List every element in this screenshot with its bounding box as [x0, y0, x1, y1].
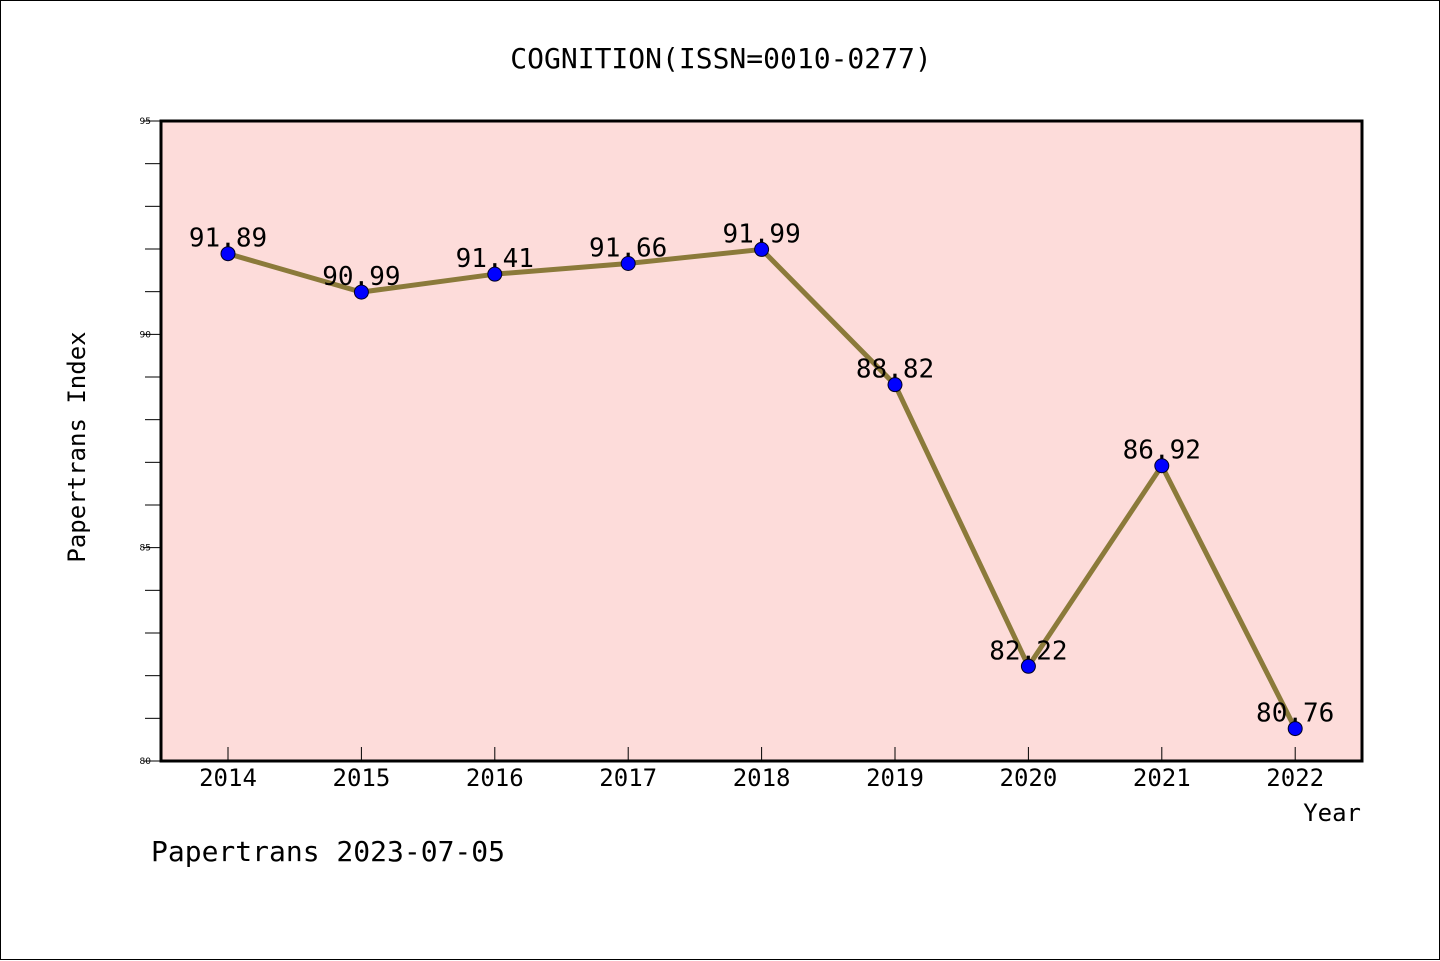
data-label: 91.41 — [456, 244, 534, 274]
plot-area — [161, 121, 1362, 761]
x-tick-label: 2018 — [733, 764, 791, 792]
data-label: 91.89 — [189, 224, 267, 254]
data-point — [620, 256, 636, 272]
x-tick-label: 2021 — [1133, 764, 1191, 792]
y-tick-label: 80 — [140, 757, 152, 767]
y-tick-label: 85 — [140, 544, 151, 554]
x-axis-label: Year — [1303, 799, 1361, 827]
data-label: 82.22 — [989, 636, 1067, 666]
y-tick-label: 95 — [140, 117, 151, 127]
x-tick-label: 2019 — [866, 764, 924, 792]
x-tick-label: 2016 — [466, 764, 524, 792]
chart-title: COGNITION(ISSN=0010-0277) — [510, 42, 931, 75]
footer-stamp: Papertrans 2023-07-05 — [151, 835, 506, 868]
y-axis: 80 85 90 95 — [140, 117, 161, 767]
data-label: 91.66 — [589, 234, 667, 264]
data-point — [353, 284, 369, 300]
x-axis: 2014 2015 2016 2017 2018 2019 2020 2021 2022 — [199, 747, 1324, 792]
x-tick-label: 2022 — [1266, 764, 1324, 792]
data-label: 80.76 — [1256, 699, 1334, 729]
data-label: 86.92 — [1123, 436, 1201, 466]
data-point — [887, 377, 903, 393]
data-point — [487, 266, 503, 282]
data-label: 91.99 — [722, 219, 800, 249]
data-point — [1287, 721, 1303, 737]
data-point — [754, 241, 770, 257]
data-point — [220, 246, 236, 262]
data-label: 90.99 — [322, 262, 400, 292]
x-tick-label: 2020 — [1000, 764, 1058, 792]
x-tick-label: 2014 — [199, 764, 257, 792]
plot-border — [159, 119, 1364, 763]
data-point — [1020, 658, 1036, 674]
y-tick-label: 90 — [140, 330, 152, 340]
x-tick-label: 2017 — [599, 764, 657, 792]
data-label: 88.82 — [856, 355, 934, 385]
series-group: 91.89 90.99 91.41 91.66 91.99 88.82 82.22 86.92… — [189, 219, 1334, 737]
y-axis-label: Papertrans Index — [63, 331, 91, 562]
data-point — [1154, 458, 1170, 474]
x-tick-label: 2015 — [333, 764, 391, 792]
